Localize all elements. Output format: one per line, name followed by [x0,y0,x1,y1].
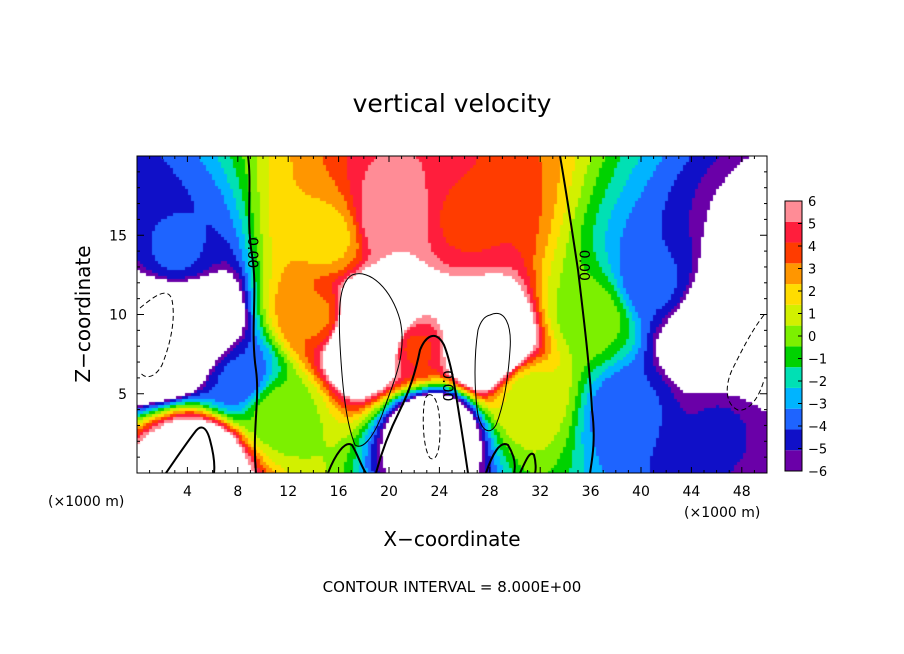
x-axis-label: X−coordinate [383,527,520,551]
x-tick-label: 24 [430,484,448,500]
x-axis: 4 8 12 16 20 24 28 32 36 40 44 48 [149,156,755,500]
x-tick-label: 4 [183,484,192,500]
colorbar-swatch [785,325,802,347]
negative-contour-left [139,292,174,378]
x-tick-label: 44 [682,484,700,500]
colorbar-swatch [785,304,802,326]
y-tick-label: 10 [109,308,127,324]
y-axis: 5 10 15 [109,171,767,458]
colorbar-tick-label: −4 [808,420,827,435]
zero-contour-center-a [327,443,367,473]
colorbar-swatch [785,429,802,451]
contour-label: 0.00 [439,370,455,401]
x-tick-label: 40 [632,484,650,500]
colorbar-swatch [785,408,802,430]
colorbar-tick-label: 4 [808,240,816,255]
colorbar-swatch [785,284,802,305]
colorbar-tick-label: −1 [808,353,827,368]
positive-contour-right [474,312,511,432]
x-tick-label: 48 [733,484,751,500]
colorbar-swatch [785,201,802,222]
colorbar: 6 5 4 3 2 1 0 −1 −2 −3 −4 −5 −6 [784,195,827,480]
colorbar-swatch [785,263,802,285]
colorbar-tick-label: 6 [808,195,816,210]
colorbar-tick-label: 0 [808,330,816,345]
x-unit-label-right: (×1000 m) [684,505,760,521]
contour-lines [139,156,765,473]
colorbar-swatch [785,221,802,243]
colorbar-swatch [785,387,802,409]
contour-labels: 0.00 0.00 0.00 [244,237,591,401]
colorbar-tick-label: −2 [808,375,827,390]
x-tick-label: 28 [481,484,499,500]
contour-label: 0.00 [244,237,260,268]
zero-contour-center-d [519,452,537,473]
colorbar-swatch [785,450,802,471]
x-tick-label: 32 [531,484,549,500]
contour-label: 0.00 [575,250,591,281]
negative-contour-right [726,314,765,411]
colorbar-tick-label: 5 [808,218,816,233]
colorbar-swatch [785,367,802,388]
colorbar-tick-label: −5 [808,443,827,458]
colorbar-swatch [785,242,802,264]
colorbar-tick-label: −6 [808,465,827,480]
x-unit-label-left: (×1000 m) [48,494,124,510]
y-tick-label: 15 [109,228,127,244]
x-tick-label: 36 [582,484,600,500]
chart-title: vertical velocity [353,89,552,118]
y-tick-label: 5 [118,387,127,403]
zero-contour-right [559,156,595,473]
zero-contour-center-c [485,443,516,473]
colorbar-tick-label: 2 [808,285,816,300]
x-tick-label: 20 [380,484,398,500]
positive-contour-center [338,273,403,447]
zero-contour-left-base [165,426,216,473]
heatmap-field [137,156,767,473]
x-tick-label: 8 [233,484,242,500]
zero-contour-center-b [375,335,469,473]
colorbar-tick-label: 3 [808,263,816,278]
x-tick-label: 12 [279,484,297,500]
contour-interval-note: CONTOUR INTERVAL = 8.000E+00 [323,578,582,596]
colorbar-tick-label: −3 [808,398,827,413]
negative-contour-center [422,394,441,460]
zero-contour-left [247,156,259,473]
y-axis-label: Z−coordinate [71,245,95,382]
colorbar-tick-label: 1 [808,308,816,323]
x-tick-label: 16 [330,484,348,500]
colorbar-swatch [785,346,802,368]
